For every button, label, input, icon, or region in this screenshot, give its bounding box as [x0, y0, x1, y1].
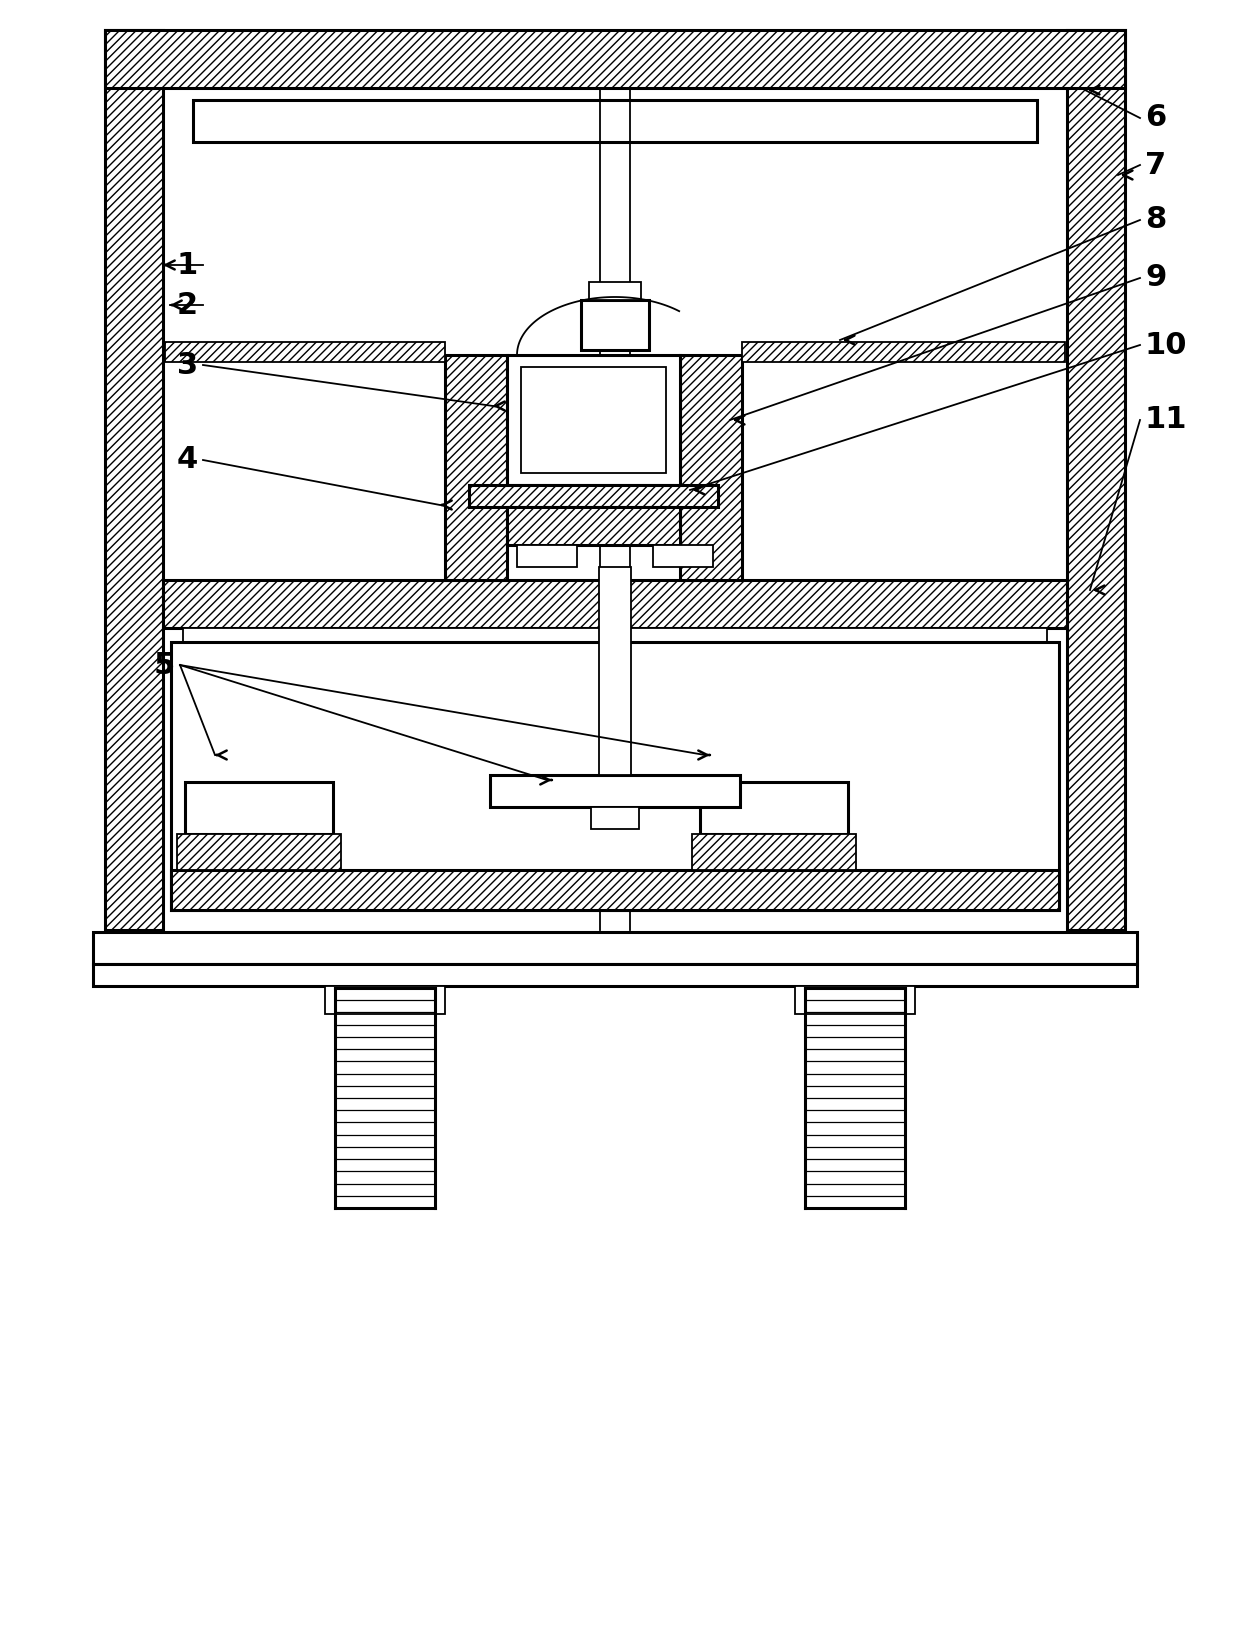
Bar: [507, 507, 680, 544]
Bar: [171, 642, 1059, 910]
Bar: [517, 544, 577, 567]
Text: 9: 9: [1145, 263, 1167, 292]
Bar: [105, 29, 1125, 88]
Bar: [653, 544, 713, 567]
Bar: [177, 834, 341, 869]
Bar: [162, 88, 1066, 929]
Bar: [93, 933, 1137, 964]
Bar: [162, 580, 1066, 627]
Text: 1: 1: [177, 250, 198, 280]
Bar: [692, 834, 856, 869]
Bar: [742, 341, 1065, 362]
Bar: [193, 101, 1037, 141]
Bar: [701, 782, 848, 834]
Bar: [469, 484, 718, 507]
Text: 6: 6: [1145, 104, 1167, 133]
Text: 8: 8: [1145, 205, 1167, 234]
Bar: [171, 869, 1059, 910]
Bar: [185, 782, 334, 834]
Bar: [589, 283, 641, 301]
Bar: [521, 367, 666, 473]
Text: 3: 3: [177, 351, 198, 380]
Text: 10: 10: [1145, 330, 1188, 359]
Bar: [1066, 29, 1125, 929]
Bar: [680, 354, 742, 580]
Bar: [445, 354, 507, 580]
Text: 11: 11: [1145, 406, 1188, 434]
Bar: [599, 567, 631, 775]
Bar: [165, 341, 445, 362]
Bar: [325, 986, 445, 1014]
Bar: [93, 964, 1137, 986]
Text: 2: 2: [177, 291, 198, 320]
Text: 4: 4: [177, 445, 198, 474]
Bar: [490, 775, 740, 808]
Bar: [591, 808, 639, 829]
Bar: [507, 354, 680, 484]
Bar: [795, 986, 915, 1014]
Bar: [184, 627, 1047, 642]
Bar: [582, 301, 649, 349]
Text: 7: 7: [1145, 151, 1166, 179]
Text: 5: 5: [154, 650, 175, 679]
Bar: [105, 29, 162, 929]
